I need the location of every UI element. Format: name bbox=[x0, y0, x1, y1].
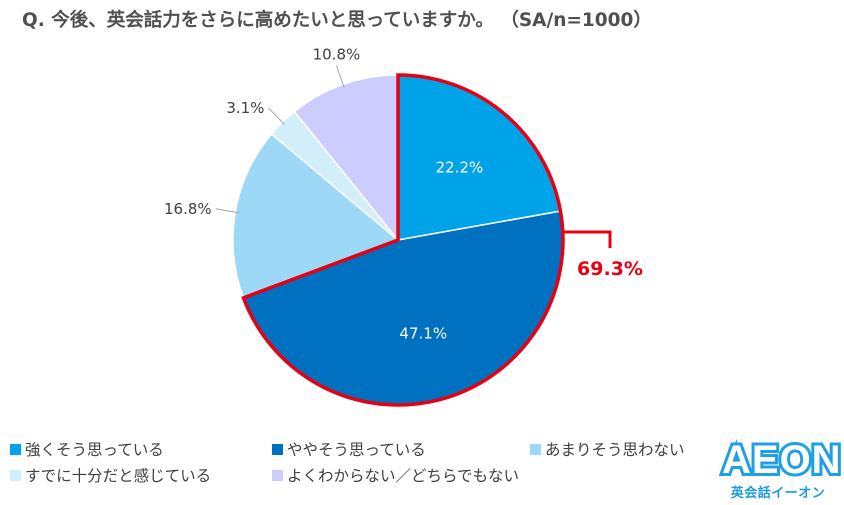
highlight-bracket bbox=[561, 230, 612, 248]
legend-swatch bbox=[10, 469, 21, 481]
leader-line-3 bbox=[215, 208, 239, 214]
leader-line-5 bbox=[335, 65, 345, 88]
legend-item-5: よくわからない／どちらでもない bbox=[272, 464, 519, 486]
highlight-label: 69.3% bbox=[577, 258, 643, 280]
logo-subtitle: 英会話イーオン bbox=[730, 486, 826, 501]
legend-swatch bbox=[272, 443, 283, 455]
legend-item-3: あまりそう思わない bbox=[530, 438, 685, 460]
legend-item-4: すでに十分だと感じている bbox=[10, 464, 211, 486]
legend-item-1: 強くそう思っている bbox=[10, 438, 164, 460]
legend-swatch bbox=[530, 443, 541, 455]
legend-label: あまりそう思わない bbox=[545, 441, 685, 459]
data-label-3: 16.8% bbox=[164, 200, 212, 218]
logo-wordmark: AEON bbox=[719, 437, 844, 483]
legend-swatch bbox=[272, 469, 283, 481]
highlight-outline bbox=[241, 73, 565, 407]
chart-title: Q. 今後、英会話力をさらに高めたいと思っていますか。 （SA/n=1000） bbox=[22, 10, 652, 31]
legend-label: 強くそう思っている bbox=[25, 441, 164, 459]
leader-line-4 bbox=[268, 107, 286, 125]
legend-label: よくわからない／どちらでもない bbox=[287, 467, 520, 485]
aeon-logo: AEON 英会話イーオン bbox=[719, 437, 844, 501]
legend-swatch bbox=[10, 443, 21, 455]
legend-label: すでに十分だと感じている bbox=[25, 467, 212, 485]
data-label-4: 3.1% bbox=[226, 99, 264, 117]
data-label-5: 10.8% bbox=[313, 46, 361, 64]
legend-label: ややそう思っている bbox=[287, 441, 426, 459]
legend: 強くそう思っている ややそう思っている あまりそう思わないすでに十分だと感じている よ… bbox=[10, 438, 710, 498]
legend-item-2: ややそう思っている bbox=[272, 438, 426, 460]
data-label-1: 22.2% bbox=[436, 159, 484, 177]
data-label-2: 47.1% bbox=[399, 324, 447, 342]
